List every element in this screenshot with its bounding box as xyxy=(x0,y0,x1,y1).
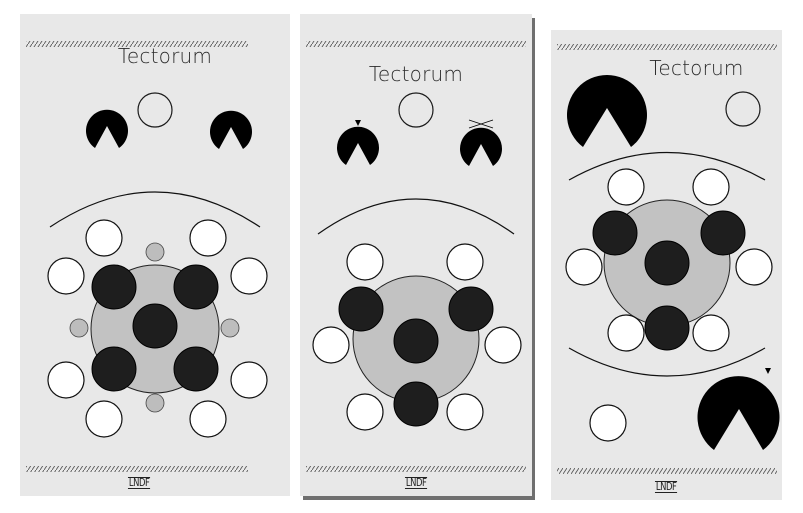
jack-lower-left[interactable] xyxy=(607,314,645,352)
brand-logo: LNDF xyxy=(655,480,678,493)
jack-lower-right[interactable] xyxy=(189,400,227,438)
jack-upper-right[interactable] xyxy=(692,168,730,206)
jack-mid-lower-right[interactable] xyxy=(230,361,268,399)
jack-mid-lower-left[interactable] xyxy=(47,361,85,399)
jack-upper-left[interactable] xyxy=(607,168,645,206)
module-panel-2: Tectorum LNDF xyxy=(300,14,532,496)
pacman-knob-left[interactable] xyxy=(85,109,128,148)
divider-arc-bottom xyxy=(568,347,766,377)
dark-knob-bottom[interactable] xyxy=(393,381,439,427)
brand-logo: LNDF xyxy=(127,476,151,489)
jack-lower-right[interactable] xyxy=(692,314,730,352)
divider-arc-top xyxy=(568,152,766,181)
top-hatch-strip xyxy=(26,41,248,47)
dark-knob-upper-right[interactable] xyxy=(448,286,494,332)
top-hatch-strip xyxy=(306,41,526,47)
dark-knob-upper-left[interactable] xyxy=(592,210,638,256)
module-title: Tectorum xyxy=(368,62,464,86)
dark-knob-upper-left[interactable] xyxy=(91,264,137,310)
jack-mid-right[interactable] xyxy=(484,326,522,364)
small-dot-bottom[interactable] xyxy=(145,393,165,413)
brand-logo: LNDF xyxy=(404,476,428,489)
module-title: Tectorum xyxy=(117,44,213,68)
large-pacman-knob-bottom[interactable] xyxy=(697,376,780,450)
dark-knob-center[interactable] xyxy=(393,318,439,364)
dark-knob-upper-left[interactable] xyxy=(338,286,384,332)
dark-knob-upper-right[interactable] xyxy=(700,210,746,256)
jack-lower-left[interactable] xyxy=(346,393,384,431)
dark-knob-center[interactable] xyxy=(132,303,178,349)
jack-upper-right[interactable] xyxy=(446,243,484,281)
top-hatch-strip xyxy=(557,44,777,50)
top-jack[interactable] xyxy=(398,92,434,128)
arrow-marker-icon xyxy=(765,368,771,374)
dark-knob-bottom[interactable] xyxy=(644,305,690,351)
module-panel-1: Tectorum LNDF xyxy=(20,14,290,496)
arrow-marker-icon xyxy=(355,120,361,126)
jack-mid-right[interactable] xyxy=(735,248,773,286)
panel-1-artwork xyxy=(26,41,268,472)
jack-bottom-left[interactable] xyxy=(589,404,627,442)
jack-mid-left[interactable] xyxy=(565,248,603,286)
small-dot-top[interactable] xyxy=(145,242,165,262)
divider-arc xyxy=(49,191,261,228)
bottom-hatch-strip xyxy=(557,468,777,474)
dark-knob-center[interactable] xyxy=(644,240,690,286)
jack-upper-right[interactable] xyxy=(189,219,227,257)
large-pacman-knob-top[interactable] xyxy=(567,75,647,147)
jack-lower-left[interactable] xyxy=(85,400,123,438)
pacman-knob-right[interactable] xyxy=(460,127,502,166)
module-title: Tectorum xyxy=(649,56,744,80)
top-jack[interactable] xyxy=(725,91,761,127)
dark-knob-lower-left[interactable] xyxy=(91,346,137,392)
dark-knob-upper-right[interactable] xyxy=(173,264,219,310)
module-panel-3: Tectorum LNDF xyxy=(551,30,782,500)
panel-2-artwork xyxy=(306,41,526,472)
jack-lower-right[interactable] xyxy=(446,393,484,431)
divider-arc xyxy=(317,198,515,235)
small-dot-right[interactable] xyxy=(220,318,240,338)
panel-3-artwork xyxy=(557,44,780,474)
cross-marker-icon xyxy=(218,115,244,125)
top-jack[interactable] xyxy=(137,92,173,128)
dark-knob-lower-right[interactable] xyxy=(173,346,219,392)
jack-mid-upper-left[interactable] xyxy=(47,257,85,295)
pacman-knob-left[interactable] xyxy=(337,126,379,165)
bottom-hatch-strip xyxy=(26,466,248,472)
pacman-knob-right[interactable] xyxy=(209,110,252,149)
small-dot-left[interactable] xyxy=(69,318,89,338)
jack-mid-left[interactable] xyxy=(312,326,350,364)
jack-upper-left[interactable] xyxy=(346,243,384,281)
bottom-hatch-strip xyxy=(306,466,526,472)
jack-upper-left[interactable] xyxy=(85,219,123,257)
cross-marker-icon xyxy=(468,119,494,129)
jack-mid-upper-right[interactable] xyxy=(230,257,268,295)
arrow-marker-icon xyxy=(104,112,110,118)
